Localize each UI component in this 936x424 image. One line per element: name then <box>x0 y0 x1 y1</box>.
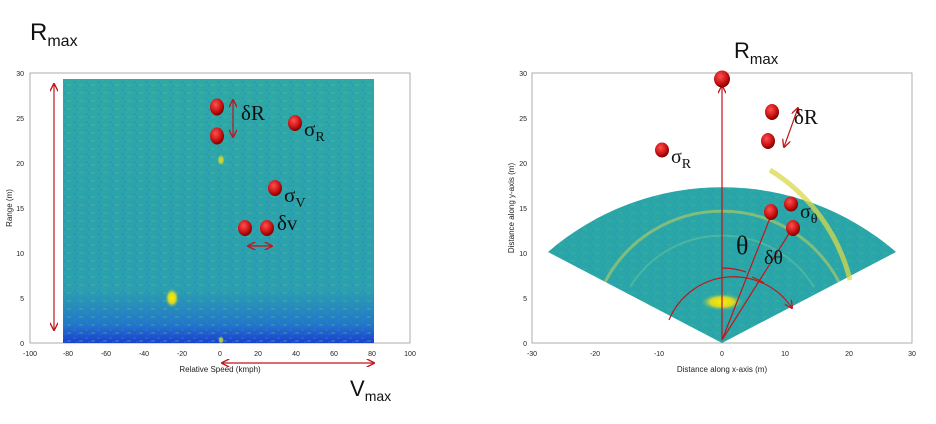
right-xtick: -10 <box>654 351 664 358</box>
right-dot-theta1 <box>764 204 778 220</box>
left-xtick: -80 <box>63 351 73 358</box>
right-dot-sigma-theta <box>784 196 798 212</box>
left-y-ticks: 0 5 10 15 20 25 30 <box>16 71 24 348</box>
left-xtick: 100 <box>404 351 416 358</box>
left-xtick: -20 <box>177 351 187 358</box>
right-ytick: 25 <box>519 116 527 123</box>
left-ytick: 10 <box>16 251 24 258</box>
right-xtick: -30 <box>527 351 537 358</box>
left-x-axis-label: Relative Speed (kmph) <box>179 365 261 374</box>
right-delta-r-arrow <box>784 108 798 147</box>
left-dot-r2 <box>210 127 224 145</box>
left-vmax-label: Vmax <box>350 376 391 404</box>
left-dot-r1 <box>210 98 224 116</box>
right-y-ticks: 0 5 10 15 20 25 30 <box>519 71 527 348</box>
left-dot-sigma-v <box>268 180 282 196</box>
right-sigma-r-label: σR <box>671 146 692 172</box>
left-ytick: 0 <box>20 341 24 348</box>
right-theta-line-2 <box>721 231 791 341</box>
right-xtick: 10 <box>781 351 789 358</box>
right-dot-theta2 <box>786 220 800 236</box>
left-xtick: 0 <box>218 351 222 358</box>
left-faint-blob <box>217 154 225 166</box>
left-heatmap-noise <box>63 79 374 343</box>
right-dot-r2 <box>761 133 775 149</box>
right-x-ticks: -30 -20 -10 0 10 20 30 <box>527 351 916 358</box>
right-plot: 0 5 10 15 20 25 30 -30 -20 -10 0 10 20 3… <box>507 38 916 374</box>
left-zero-blob <box>218 336 224 344</box>
left-ytick: 5 <box>20 296 24 303</box>
left-target-blob <box>165 288 179 308</box>
left-xtick: 80 <box>368 351 376 358</box>
left-sigma-v-label: σV <box>284 183 305 211</box>
right-fov-arc-arrow <box>668 276 792 321</box>
right-xtick: 20 <box>845 351 853 358</box>
left-y-axis-label: Range (m) <box>5 189 14 227</box>
left-ytick: 30 <box>16 71 24 78</box>
right-theta-arc <box>721 267 747 273</box>
left-xtick: -60 <box>101 351 111 358</box>
right-ytick: 20 <box>519 161 527 168</box>
left-sigma-r-label: σR <box>304 117 325 145</box>
left-dot-v1 <box>238 220 252 236</box>
left-dot-sigma-r <box>288 115 302 131</box>
left-delta-r-label: δR <box>241 101 265 125</box>
right-theta-line-1 <box>721 217 771 341</box>
right-xtick: 30 <box>908 351 916 358</box>
right-rmax-label: Rmax <box>734 38 779 68</box>
right-dot-sigma-r <box>655 142 669 158</box>
right-sigma-theta-label: σθ <box>800 201 818 227</box>
left-xtick: 40 <box>292 351 300 358</box>
left-delta-v-label: δv <box>277 211 298 235</box>
right-ring-2 <box>768 167 853 281</box>
left-xtick: -100 <box>23 351 37 358</box>
right-dot-rmax <box>714 70 730 88</box>
left-ytick: 15 <box>16 206 24 213</box>
right-delta-r-label: δR <box>794 105 818 129</box>
left-ytick: 25 <box>16 116 24 123</box>
right-ytick: 30 <box>519 71 527 78</box>
right-xtick: 0 <box>720 351 724 358</box>
right-ytick: 0 <box>523 341 527 348</box>
right-ytick: 15 <box>519 206 527 213</box>
left-xtick: -40 <box>139 351 149 358</box>
right-dot-r1 <box>765 104 779 120</box>
right-y-axis-label: Distance along y-axis (m) <box>507 163 516 254</box>
right-ytick: 10 <box>519 251 527 258</box>
right-x-axis-label: Distance along x-axis (m) <box>677 365 768 374</box>
right-ytick: 5 <box>523 296 527 303</box>
left-rmax-label: Rmax <box>30 19 78 50</box>
left-dot-v2 <box>260 220 274 236</box>
right-delta-theta-arc <box>751 276 765 284</box>
right-delta-theta-label: δθ <box>764 247 783 269</box>
left-ytick: 20 <box>16 161 24 168</box>
right-theta-label: θ <box>736 231 748 260</box>
right-xtick: -20 <box>590 351 600 358</box>
left-xtick: 20 <box>254 351 262 358</box>
left-xtick: 60 <box>330 351 338 358</box>
left-plot: 0 5 10 15 20 25 30 -100 -80 -60 -40 -20 … <box>5 19 416 404</box>
left-x-ticks: -100 -80 -60 -40 -20 0 20 40 60 80 100 <box>23 351 416 358</box>
